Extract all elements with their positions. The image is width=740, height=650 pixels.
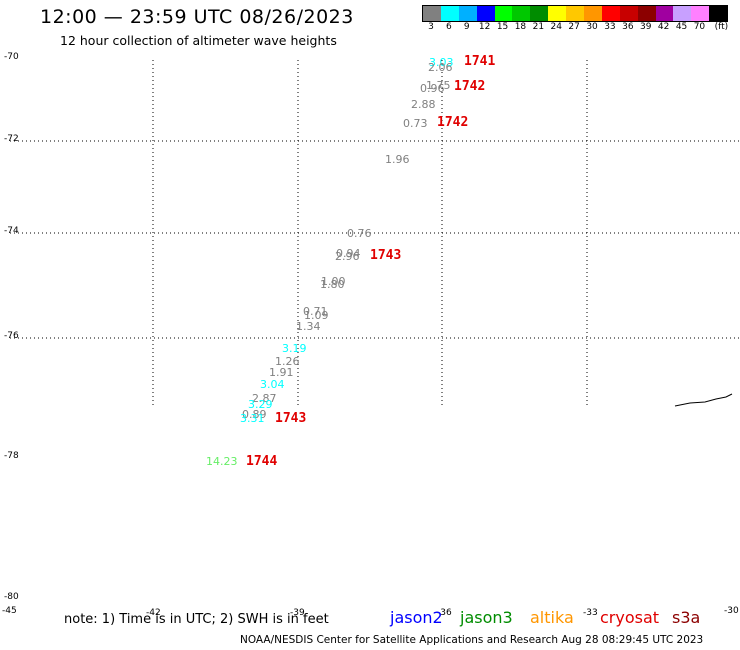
color-legend-label: 3: [428, 22, 434, 32]
lon-label: -30: [724, 606, 739, 616]
wave-height-label: 0.94: [336, 247, 361, 260]
pass-number-label: 1743: [275, 411, 307, 426]
footer-credit: NOAA/NESDIS Center for Satellite Applica…: [240, 634, 704, 646]
wave-height-label: 3.19: [282, 342, 307, 355]
color-legend-label: 39: [640, 22, 652, 32]
lon-label: -39: [290, 608, 305, 618]
color-legend-swatch: [655, 6, 674, 21]
color-legend-label: 42: [657, 22, 670, 32]
lat-label: -80: [4, 592, 19, 602]
color-legend-label: (ft): [714, 22, 729, 32]
wave-height-label: 0.73: [403, 117, 428, 130]
color-legend-swatch: [530, 6, 549, 21]
wave-height-label: 1.00: [321, 275, 346, 288]
color-legend-label: 21: [532, 22, 545, 32]
color-legend-swatch: [566, 6, 585, 21]
color-legend-swatch: [673, 6, 692, 21]
units-note: note: 1) Time is in UTC; 2) SWH is in fe…: [64, 612, 329, 627]
pass-number-label: 1741: [464, 54, 496, 69]
wave-height-label: 1.09: [304, 309, 329, 322]
color-legend-label: 18: [514, 22, 527, 32]
wave-height-label: 3.29: [248, 398, 273, 411]
wave-height-label: 2.87: [252, 392, 277, 405]
color-legend-swatch: [691, 6, 710, 21]
lon-label: -36: [437, 608, 452, 618]
wave-height-label: 1.26: [275, 355, 300, 368]
color-legend-swatch: [601, 6, 620, 21]
color-legend-label: 12: [478, 22, 491, 32]
color-legend-label: 70: [693, 22, 706, 32]
wave-height-label: 1.96: [385, 153, 410, 166]
lon-label: -42: [146, 608, 161, 618]
pass-number-label: 1744: [246, 454, 278, 469]
color-legend-label: 24: [550, 22, 562, 32]
legend-s3a: s3a: [672, 608, 701, 627]
color-legend-swatch: [494, 6, 513, 21]
color-legend-swatch: [709, 6, 728, 21]
color-legend-label: 36: [622, 22, 634, 32]
legend-altika: altika: [530, 608, 574, 627]
pass-number-label: 1742: [437, 115, 469, 130]
map-grid: [10, 60, 740, 405]
coastline: [674, 393, 733, 407]
wave-height-label: 1.34: [296, 320, 321, 333]
color-legend-swatch: [423, 6, 441, 21]
color-legend-label: 9: [463, 22, 470, 32]
wave-height-label: 2.88: [411, 98, 436, 111]
color-legend-label: 6: [445, 22, 452, 32]
lat-label: -70: [4, 52, 19, 62]
wave-height-label: 0.71: [303, 305, 328, 318]
lat-label: -78: [4, 451, 19, 461]
legend-jason3: jason3: [460, 608, 513, 627]
lon-label: -45: [2, 606, 17, 616]
color-legend-swatch: [584, 6, 602, 21]
wave-height-label: 2.96: [335, 250, 360, 263]
legend-jason2: jason2: [390, 608, 443, 627]
color-legend-bar: [422, 5, 729, 22]
color-legend-swatch: [440, 6, 459, 21]
color-legend-swatch: [619, 6, 638, 21]
color-legend-label: 33: [604, 22, 616, 32]
wave-height-label: 0.76: [347, 227, 372, 240]
pass-number-label: 1743: [370, 248, 402, 263]
wave-height-label: 3.03: [429, 56, 454, 69]
wave-height-label: 3.31: [240, 412, 265, 425]
legend-cryosat: cryosat: [600, 608, 660, 627]
wave-height-label: 1.80: [320, 278, 345, 291]
color-legend-swatch: [548, 6, 567, 21]
color-legend-label: 15: [496, 22, 509, 32]
page-subtitle: 12 hour collection of altimeter wave hei…: [60, 33, 337, 48]
wave-height-label: 0.89: [242, 408, 267, 421]
lat-label: -72: [4, 134, 19, 144]
wave-height-label: 0.96: [420, 82, 445, 95]
lat-label: -74: [4, 226, 19, 236]
color-legend-swatch: [512, 6, 531, 21]
lat-label: -76: [4, 331, 19, 341]
wave-height-label: 3.04: [260, 378, 285, 391]
color-legend-label: 30: [586, 22, 598, 32]
wave-height-label: 1.75: [426, 79, 451, 92]
pass-number-label: 1742: [454, 79, 486, 94]
color-legend-swatch: [458, 6, 477, 21]
color-legend-swatch: [637, 6, 656, 21]
wave-height-label: 14.23: [206, 455, 238, 468]
color-legend-label: 27: [568, 22, 580, 32]
wave-height-label: 1.91: [269, 366, 294, 379]
color-legend-label: 45: [675, 22, 688, 32]
color-legend-swatch: [476, 6, 495, 21]
page-title: 12:00 — 23:59 UTC 08/26/2023: [40, 6, 354, 28]
wave-height-label: 2.06: [428, 61, 453, 74]
lon-label: -33: [583, 608, 598, 618]
